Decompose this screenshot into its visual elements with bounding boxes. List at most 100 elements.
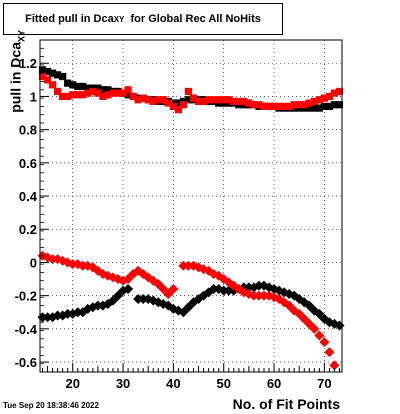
- series-1-point: [109, 89, 117, 97]
- series-1-point: [114, 89, 122, 97]
- y-tick-label: 0.4: [19, 189, 38, 204]
- timestamp: Tue Sep 20 18:38:46 2022: [3, 401, 99, 410]
- series-1-point: [69, 91, 77, 99]
- series-1-point: [275, 102, 283, 110]
- title-subscript: XY: [113, 14, 125, 24]
- series-1-point: [84, 89, 92, 97]
- series-1-point: [199, 97, 208, 106]
- series-3-point: [258, 290, 269, 301]
- series-3-point: [324, 347, 335, 358]
- series-2-point: [243, 282, 254, 293]
- y-axis-label: pull in DcaXY: [8, 6, 27, 136]
- series-1-point: [225, 96, 233, 104]
- series-2-point: [183, 302, 194, 313]
- series-2-point: [304, 300, 315, 311]
- series-1-point: [280, 102, 288, 110]
- series-1-point: [99, 92, 107, 101]
- y-tick-label: 0: [30, 255, 37, 270]
- x-tick-label: 50: [216, 376, 230, 391]
- series-1-point: [194, 97, 203, 106]
- title-suffix: for Global Rec All NoHits: [124, 13, 261, 25]
- series-1-point: [184, 87, 193, 96]
- series-1-point: [119, 89, 127, 97]
- series-0-point: [330, 101, 339, 109]
- axis-ticks: 20 30 40 50 60 70 -0.6 -0.4 -0.2 0 0.2 0.4 0.6 0.8 1 1.…: [15, 39, 340, 391]
- series-2-point: [253, 280, 264, 291]
- series-1-point: [240, 97, 248, 106]
- series-0-point: [38, 66, 47, 74]
- series-0-point: [43, 67, 52, 76]
- series-0-point: [79, 82, 87, 91]
- series-2-point: [123, 284, 134, 294]
- x-axis-label: No. of Fit Points: [232, 396, 340, 412]
- series-3-point: [178, 260, 189, 271]
- series-0-point: [335, 101, 344, 109]
- series-1-point: [64, 92, 72, 101]
- y-tick-label: 1: [30, 89, 37, 104]
- series-2-point: [314, 308, 325, 319]
- title-prefix: Fitted pull in Dca: [25, 13, 114, 25]
- series-2-point: [113, 290, 124, 301]
- series-0-point: [94, 84, 102, 92]
- series-3-point: [183, 260, 194, 271]
- series-1-point: [139, 94, 147, 102]
- series-1-point: [220, 96, 228, 104]
- series-0-point: [54, 71, 62, 79]
- series-3-point: [163, 288, 174, 299]
- y-axis-label-subscript: XY: [16, 29, 27, 43]
- y-tick-label: -0.4: [15, 322, 38, 337]
- series-1-point: [290, 101, 298, 109]
- series-0-point: [64, 79, 72, 87]
- series-0-point: [84, 84, 92, 92]
- series-3-point: [153, 279, 164, 290]
- series-1-point: [89, 87, 97, 96]
- series-0-point: [325, 102, 334, 110]
- series-1-point: [230, 97, 238, 106]
- x-tick-label: 30: [116, 376, 130, 391]
- series-1-point: [174, 106, 183, 114]
- series-1-point: [210, 96, 218, 104]
- series-1-point: [305, 99, 313, 107]
- y-tick-label: -0.6: [15, 355, 37, 370]
- series-2-point: [133, 293, 144, 304]
- series-0-point: [315, 104, 323, 112]
- y-tick-label: 0.2: [19, 222, 37, 237]
- series-3-point: [158, 284, 169, 294]
- series-1-point: [215, 96, 223, 104]
- y-tick-label: 0.8: [19, 123, 37, 138]
- y-tick-label: 1.2: [19, 56, 37, 71]
- series-3-point: [319, 337, 330, 348]
- series-3-point: [299, 313, 310, 324]
- x-tick-label: 20: [65, 376, 79, 391]
- chart-title: Fitted pull in Dca XY for Global Rec All …: [3, 3, 283, 35]
- series-3-point: [253, 290, 264, 301]
- series-1-point: [104, 91, 112, 99]
- series-1-point: [205, 96, 213, 104]
- series-3-point: [314, 330, 325, 341]
- series-1-point: [43, 76, 52, 84]
- series-0-point: [305, 104, 313, 112]
- series-0-point: [48, 69, 57, 77]
- series-2-point: [223, 285, 234, 296]
- series-2-point: [107, 295, 118, 306]
- series-1-point: [38, 72, 47, 81]
- series-1-point: [164, 99, 172, 107]
- series-3-point: [123, 274, 134, 285]
- series-1-point: [250, 101, 258, 109]
- series-2-point: [92, 300, 103, 311]
- series-2-point: [72, 307, 83, 318]
- series-1-point: [154, 96, 162, 104]
- series-1-point: [159, 96, 167, 104]
- series-1-point: [54, 87, 62, 96]
- series-3-point: [284, 300, 295, 311]
- series-1-point: [315, 96, 323, 104]
- series-0-point: [310, 104, 318, 112]
- series-1-point: [265, 102, 273, 110]
- series-0-point: [124, 91, 132, 99]
- series-1-point: [179, 101, 188, 109]
- series-1-point: [245, 99, 253, 107]
- series-1-point: [310, 97, 318, 106]
- series-0-point: [184, 96, 193, 104]
- data-points: [37, 66, 345, 371]
- series-0-point: [69, 81, 77, 89]
